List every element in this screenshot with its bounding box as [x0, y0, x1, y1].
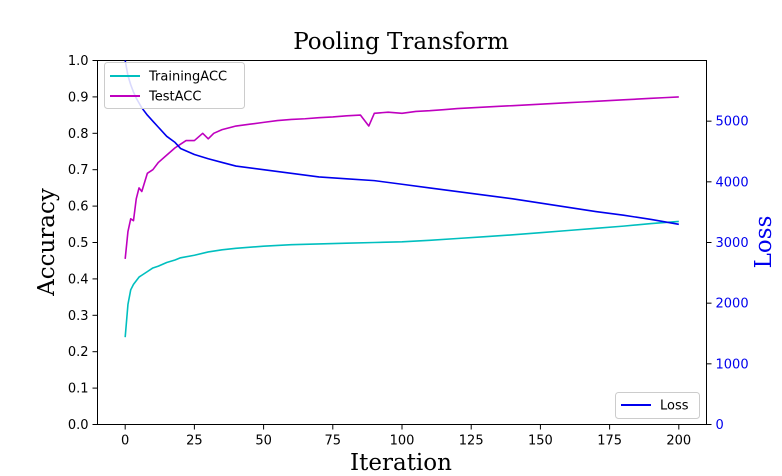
x-tick-label: 200 — [666, 434, 691, 449]
x-tick-label: 100 — [390, 434, 415, 449]
right-tick-label: 0 — [716, 418, 724, 433]
left-axis-ticks: 0.0 0.1 0.2 0.3 0.4 0.5 0.6 0.7 0.8 0.9 1.0 — [68, 54, 98, 433]
legend-accuracy: TrainingACC TestACC — [104, 62, 245, 109]
legend-loss-box — [615, 392, 700, 419]
series-testacc-line — [124, 96, 679, 259]
left-tick-label: 0.9 — [68, 90, 89, 105]
x-tick-label: 150 — [528, 434, 553, 449]
left-axis-label: Accuracy — [34, 188, 60, 297]
right-tick-label: 1000 — [716, 357, 749, 372]
left-tick-label: 0.7 — [68, 163, 89, 178]
legend-loss-label: Loss — [660, 399, 689, 414]
left-tick-label: 0.5 — [68, 236, 89, 251]
x-axis-ticks: 0 25 50 75 100 125 150 175 200 — [121, 424, 691, 449]
right-axis-label: Loss — [751, 216, 777, 269]
legend-trainingacc-label: TrainingACC — [148, 70, 227, 85]
left-tick-label: 0.0 — [68, 418, 89, 433]
left-tick-label: 0.4 — [68, 272, 89, 287]
x-tick-label: 25 — [186, 434, 203, 449]
x-tick-label: 0 — [121, 434, 129, 449]
chart-title: Pooling Transform — [293, 29, 509, 55]
left-tick-label: 0.2 — [68, 345, 89, 360]
left-tick-label: 0.1 — [68, 382, 89, 397]
left-tick-label: 0.8 — [68, 127, 89, 142]
right-tick-label: 2000 — [716, 297, 749, 312]
x-tick-label: 175 — [597, 434, 622, 449]
series-trainingacc-line — [124, 220, 679, 338]
x-tick-label: 75 — [325, 434, 342, 449]
legend-testacc-label: TestACC — [148, 90, 201, 105]
x-tick-label: 50 — [255, 434, 272, 449]
left-tick-label: 0.6 — [68, 200, 89, 215]
right-tick-label: 4000 — [716, 175, 749, 190]
right-tick-label: 3000 — [716, 236, 749, 251]
left-tick-label: 1.0 — [68, 54, 89, 69]
x-tick-label: 125 — [459, 434, 484, 449]
legend-loss: Loss — [615, 392, 700, 419]
right-tick-label: 5000 — [716, 115, 749, 130]
left-tick-label: 0.3 — [68, 309, 89, 324]
x-axis-label: Iteration — [350, 450, 452, 476]
right-axis-ticks: 0 1000 2000 3000 4000 5000 — [706, 115, 749, 433]
